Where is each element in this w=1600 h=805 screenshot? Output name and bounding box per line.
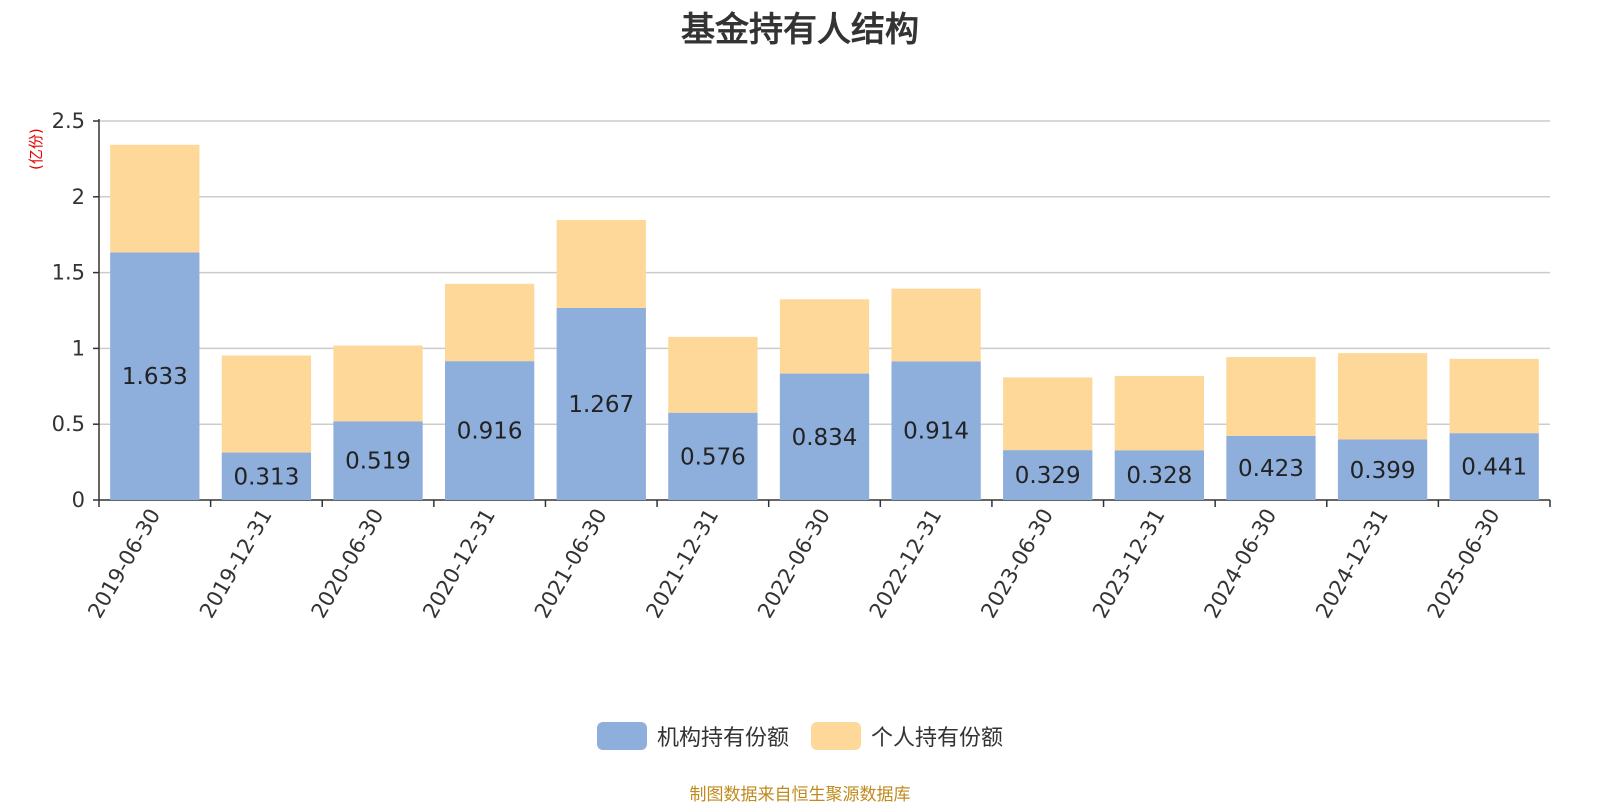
data-label: 0.329 (1015, 463, 1081, 489)
bar-individual (1003, 377, 1093, 451)
data-label: 0.399 (1350, 458, 1416, 484)
bar-individual (1226, 357, 1316, 436)
legend-label-individual: 个人持有份额 (871, 726, 1004, 751)
legend-swatch-individual (811, 722, 861, 750)
bar-institutional (1337, 439, 1428, 500)
bar-individual (1337, 353, 1428, 440)
data-label: 0.916 (457, 419, 523, 445)
x-tick-label: 2025-06-30 (1423, 505, 1505, 623)
bar-individual (110, 144, 200, 253)
x-tick-label: 2023-06-30 (976, 505, 1058, 623)
y-tick-label: 1.5 (52, 261, 85, 285)
data-label: 0.328 (1126, 463, 1192, 489)
bar-institutional (221, 452, 312, 500)
bar-institutional (668, 412, 758, 500)
data-label: 0.441 (1461, 455, 1527, 481)
y-tick-label: 2.5 (52, 109, 85, 133)
bar-institutional (779, 373, 870, 500)
x-tick-label: 2022-06-30 (753, 505, 835, 623)
x-tick-label: 2020-06-30 (307, 505, 389, 623)
data-label: 0.519 (345, 449, 411, 475)
legend-item-institutional[interactable]: 机构持有份额 (596, 720, 789, 752)
bar-individual (221, 355, 312, 453)
bar-institutional (445, 361, 535, 500)
x-tick-label: 2022-12-31 (865, 505, 947, 623)
legend-swatch-institutional (596, 722, 647, 750)
legend-item-individual[interactable]: 个人持有份额 (811, 720, 1003, 752)
bar-individual (556, 219, 646, 308)
y-tick-label: 0.5 (52, 412, 85, 436)
data-label: 0.423 (1238, 456, 1304, 482)
bar-institutional (110, 252, 200, 500)
x-tick-label: 2024-06-30 (1199, 505, 1281, 623)
bar-institutional (1003, 450, 1093, 500)
x-tick-label: 2021-06-30 (530, 505, 612, 623)
data-label: 0.834 (792, 425, 858, 451)
chart-title: 基金持有人结构 (681, 10, 919, 50)
bar-institutional (556, 307, 646, 500)
bar-individual (779, 299, 870, 374)
x-tick-label: 2024-12-31 (1311, 505, 1393, 623)
bar-individual (891, 288, 981, 362)
data-label: 1.267 (568, 392, 634, 418)
bar-individual (445, 283, 535, 362)
x-tick-label: 2023-12-31 (1088, 505, 1170, 623)
bar-individual (1114, 375, 1204, 451)
x-tick-label: 2021-12-31 (641, 505, 723, 623)
x-tick-label: 2019-06-30 (83, 505, 165, 623)
bar-individual (668, 336, 758, 413)
x-tick-label: 2019-12-31 (195, 505, 277, 623)
bar-individual (333, 345, 423, 422)
y-tick-label: 2 (72, 185, 85, 209)
x-tick-label: 2020-12-31 (418, 504, 500, 622)
bar-institutional (1449, 433, 1539, 500)
bar-institutional (1114, 450, 1204, 500)
data-label: 0.313 (233, 464, 299, 490)
source-note: 制图数据来自恒生聚源数据库 (689, 785, 911, 805)
data-label: 1.633 (122, 364, 188, 390)
data-label: 0.914 (903, 419, 969, 445)
bar-institutional (1226, 435, 1316, 500)
bar-institutional (333, 421, 423, 500)
y-tick-label: 0 (72, 488, 85, 512)
bar-individual (1449, 358, 1539, 434)
y-tick-label: 1 (72, 336, 85, 360)
legend: 机构持有份额 个人持有份额 (0, 720, 1600, 752)
bar-chart: 0 0.5 1 1.5 2 2.5 1.633 2019-06-30 0.313 2019-12-… (52, 109, 1551, 623)
bar-institutional (891, 361, 981, 500)
legend-label-institutional: 机构持有份额 (656, 726, 789, 751)
data-label: 0.576 (680, 444, 746, 470)
